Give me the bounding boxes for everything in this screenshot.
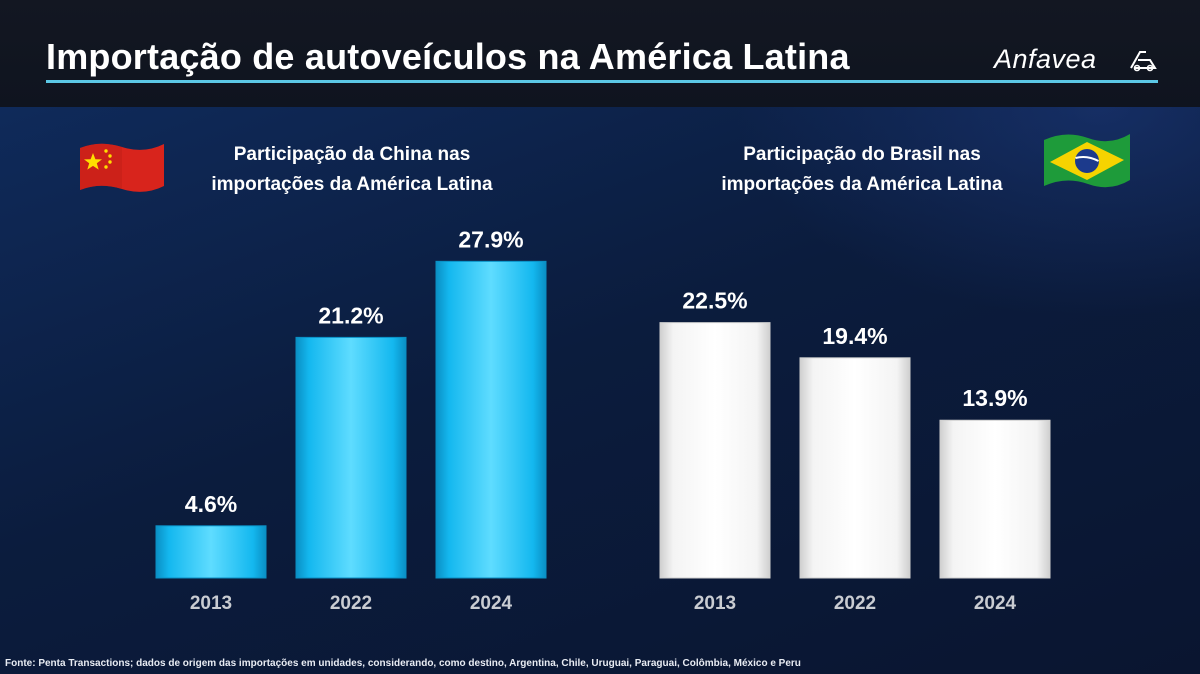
logo-text: Anfavea bbox=[994, 44, 1097, 74]
title-underline bbox=[46, 80, 1158, 83]
brasil-bar-2022 bbox=[799, 357, 911, 579]
brasil-value-label-2013: 22.5% bbox=[682, 288, 747, 314]
slide-background bbox=[0, 107, 1200, 674]
brasil-category-label-2022: 2022 bbox=[834, 593, 876, 614]
china-chart-title: Participação da China nas importações da… bbox=[184, 140, 520, 200]
china-bar-2024 bbox=[435, 260, 547, 579]
page-title: Importação de autoveículos na América La… bbox=[46, 36, 850, 77]
brasil-bar-2013 bbox=[659, 322, 771, 579]
brasil-title-line-2: importações da América Latina bbox=[721, 174, 1003, 195]
china-bar-2022 bbox=[295, 336, 407, 579]
china-bar-2013 bbox=[155, 525, 267, 579]
china-title-line-2: importações da América Latina bbox=[211, 174, 493, 195]
china-category-label-2024: 2024 bbox=[470, 593, 513, 614]
brasil-category-label-2024: 2024 bbox=[974, 593, 1017, 614]
brasil-value-label-2022: 19.4% bbox=[822, 323, 887, 349]
anfavea-logo-icon bbox=[1130, 51, 1157, 72]
china-title-line-1: Participação da China nas bbox=[233, 144, 471, 165]
brasil-title-line-1: Participação do Brasil nas bbox=[743, 144, 981, 165]
brazil-flag-icon bbox=[1044, 134, 1130, 188]
source-note: Fonte: Penta Transactions; dados de orig… bbox=[5, 658, 801, 669]
brasil-bar-2024 bbox=[939, 419, 1051, 579]
china-value-label-2022: 21.2% bbox=[318, 302, 383, 328]
china-category-label-2013: 2013 bbox=[190, 593, 232, 614]
china-value-label-2013: 4.6% bbox=[185, 491, 237, 517]
brasil-chart-title: Participação do Brasil nas importações d… bbox=[694, 140, 1030, 200]
brasil-value-label-2024: 13.9% bbox=[962, 385, 1027, 411]
header-bar bbox=[0, 0, 1200, 107]
china-flag-icon bbox=[80, 143, 164, 192]
china-value-label-2024: 27.9% bbox=[458, 226, 523, 252]
brasil-category-label-2013: 2013 bbox=[694, 593, 736, 614]
china-category-label-2022: 2022 bbox=[330, 593, 372, 614]
